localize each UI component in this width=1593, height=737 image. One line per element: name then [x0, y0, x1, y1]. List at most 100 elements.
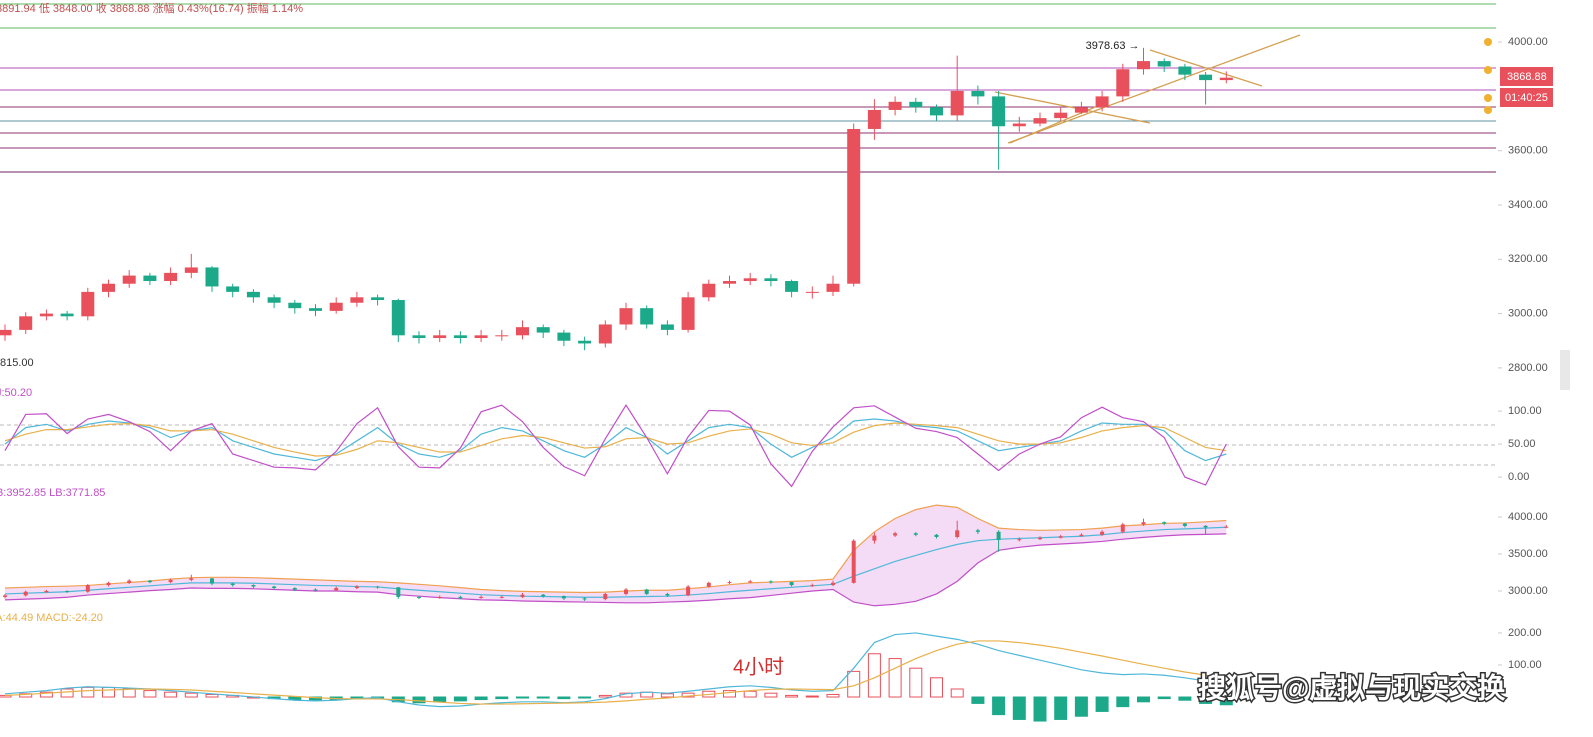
- candle-body: [309, 308, 322, 311]
- candle-body: [417, 596, 421, 598]
- candle-body: [727, 582, 732, 584]
- candle-body: [1100, 531, 1105, 535]
- candle-body: [785, 281, 799, 292]
- alert-dots: [1484, 38, 1492, 114]
- candle-body: [1162, 522, 1167, 524]
- macd-bar: [1199, 696, 1213, 704]
- candle-body: [313, 589, 318, 591]
- macd-bar: [785, 694, 799, 698]
- trend-lines: [994, 34, 1301, 144]
- candle-body: [396, 587, 401, 597]
- macd-bar: [516, 696, 529, 699]
- y-tick-label: 3000.00: [1508, 585, 1548, 597]
- candle-body: [582, 598, 587, 600]
- candle-body: [851, 540, 856, 583]
- macd-bar: [1137, 696, 1150, 703]
- macd-bar: [81, 686, 95, 698]
- alert-dot: [1484, 66, 1492, 74]
- candle-body: [251, 585, 256, 587]
- macd-bar: [888, 658, 902, 698]
- scroll-handle[interactable]: [1560, 350, 1570, 390]
- watermark: 搜狐号@虚拟与现实交换: [1198, 671, 1506, 703]
- candle-body: [578, 340, 592, 344]
- candle-body: [789, 582, 794, 586]
- candle-body: [1224, 526, 1229, 528]
- macd-bar: [60, 688, 74, 698]
- macd-bar: [826, 693, 840, 698]
- level-lines: [0, 3, 1496, 173]
- candle-body: [272, 586, 277, 589]
- macd-bar: [805, 695, 819, 698]
- candle-body: [85, 585, 90, 592]
- candle-body: [1157, 61, 1171, 67]
- candle-body: [1182, 523, 1187, 526]
- candle-body: [334, 588, 339, 591]
- candle-body: [810, 585, 815, 587]
- macd-bar: [1219, 696, 1233, 706]
- macd-bar: [723, 690, 736, 698]
- indicator-line: [4, 418, 1227, 462]
- indicator-line: [4, 404, 1227, 488]
- macd-bar: [992, 696, 1006, 716]
- macd-bar: [1074, 696, 1088, 717]
- macd-bar: [184, 692, 198, 698]
- trend-line: [1149, 49, 1263, 87]
- y-tick-label: 0.00: [1508, 471, 1529, 483]
- candle-body: [210, 578, 214, 584]
- candle-body: [230, 583, 235, 586]
- candle-body: [106, 582, 111, 586]
- alert-dot: [1484, 94, 1492, 102]
- candle-body: [955, 530, 960, 537]
- candle-body: [826, 283, 840, 292]
- candle-body: [354, 586, 359, 589]
- candle-body: [168, 579, 173, 583]
- price-tag: 3868.88: [1507, 71, 1547, 83]
- y-tick-label: 3500.00: [1508, 548, 1548, 560]
- annotation: 3978.63 →: [1086, 40, 1140, 52]
- candle-body: [520, 594, 525, 597]
- candle-body: [561, 596, 566, 599]
- candle-body: [495, 335, 509, 337]
- candle-body: [975, 530, 980, 532]
- candle-body: [681, 297, 695, 330]
- candle-body: [702, 283, 716, 298]
- macd-bar: [143, 690, 157, 698]
- macd-bar: [764, 692, 778, 698]
- marks: 2800.00 3000.00 3200.00 3400.00 3600.00 4000.…: [0, 36, 1548, 722]
- candle-body: [412, 335, 426, 339]
- candle-body: [122, 275, 136, 284]
- candle-body: [1074, 107, 1088, 113]
- macd-bar: [1178, 696, 1192, 701]
- candle-body: [391, 300, 405, 336]
- candle-body: [267, 297, 281, 303]
- candle-body: [1137, 61, 1150, 70]
- candle-body: [458, 596, 463, 598]
- candle-body: [516, 327, 529, 336]
- candle-body: [950, 90, 964, 116]
- candle-body: [184, 267, 198, 273]
- y-tick-label: 4000.00: [1508, 36, 1548, 48]
- macd-bar: [309, 696, 322, 701]
- candle-body: [1033, 118, 1047, 124]
- y-tick-label: 200.00: [1508, 627, 1542, 639]
- candle-body: [350, 297, 364, 303]
- candle-body: [292, 588, 297, 590]
- indicator-label: J:50.20: [0, 387, 32, 399]
- candle-body: [102, 283, 115, 292]
- candle-body: [127, 580, 132, 583]
- candle-body: [624, 589, 628, 594]
- indicator-line: [4, 533, 1227, 607]
- band-fill: [5, 505, 1227, 606]
- candle-body: [1038, 537, 1042, 540]
- macd-bar: [909, 667, 923, 698]
- candle-body: [288, 302, 302, 309]
- ohlc-header: 3891.94 低 3848.00 收 3868.88 涨幅 0.43%(16.…: [0, 1, 303, 15]
- candle-body: [1079, 534, 1084, 537]
- candle-body: [541, 594, 546, 597]
- price-tag-box: [1500, 67, 1553, 86]
- candle-body: [748, 581, 753, 583]
- indicator-line: [4, 504, 1227, 594]
- macd-bar: [453, 696, 467, 702]
